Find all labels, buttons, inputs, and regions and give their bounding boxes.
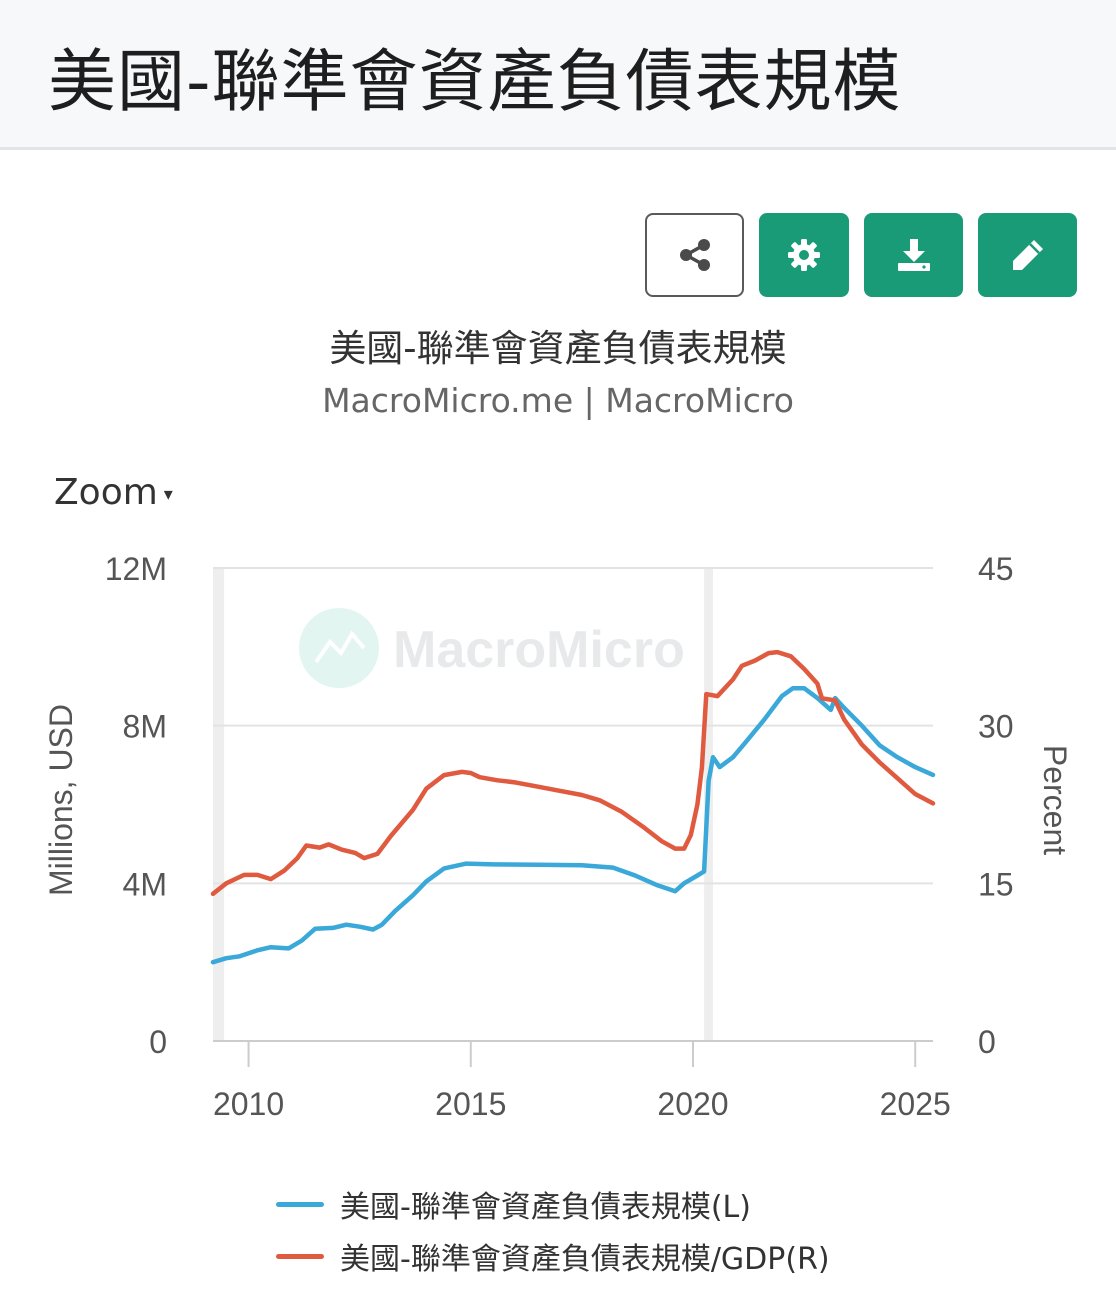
legend-label: 美國-聯準會資產負債表規模/GDP(R) bbox=[340, 1242, 830, 1277]
series-line-balance-sheet bbox=[210, 685, 936, 965]
y-right-tick-label: 30 bbox=[978, 709, 1014, 745]
page-header: 美國-聯準會資產負債表規模 bbox=[0, 0, 1116, 150]
y-left-tick-label: 8M bbox=[123, 709, 167, 745]
chart-title: 美國-聯準會資產負債表規模 bbox=[329, 327, 787, 370]
legend: 美國-聯準會資產負債表規模(L) 美國-聯準會資產負債表規模/GDP(R) bbox=[276, 1178, 830, 1282]
legend-item-fed-balance-sheet-gdp[interactable]: 美國-聯準會資產負債表規模/GDP(R) bbox=[276, 1230, 830, 1282]
shaded-band-0 bbox=[213, 568, 225, 1041]
legend-label: 美國-聯準會資產負債表規模(L) bbox=[340, 1190, 751, 1225]
download-button[interactable] bbox=[864, 213, 963, 297]
y-right-tick-label: 0 bbox=[978, 1024, 996, 1060]
legend-swatch-blue bbox=[276, 1201, 324, 1207]
y-axis-right-label: Percent bbox=[1037, 745, 1073, 855]
x-tick-label: 2025 bbox=[880, 1086, 951, 1122]
legend-swatch-red bbox=[276, 1253, 324, 1259]
page-title: 美國-聯準會資產負債表規模 bbox=[48, 43, 902, 122]
share-icon bbox=[679, 239, 710, 271]
y-right-tick-label: 45 bbox=[978, 551, 1014, 587]
x-tick-label: 2020 bbox=[657, 1086, 728, 1122]
gear-icon bbox=[788, 239, 820, 271]
zoom-dropdown[interactable]: Zoom ▾ bbox=[54, 472, 173, 513]
settings-button[interactable] bbox=[759, 213, 849, 297]
chart-plot: MacroMicro 0 0 4M 15 8M 30 12M 45 2010 2015 2020 20… bbox=[43, 551, 1073, 1122]
macromicro-logo-icon bbox=[299, 608, 379, 688]
zoom-label: Zoom bbox=[54, 472, 158, 513]
pencil-icon bbox=[1012, 240, 1043, 270]
series-line-balance-sheet-gdp bbox=[210, 649, 936, 897]
legend-item-fed-balance-sheet[interactable]: 美國-聯準會資產負債表規模(L) bbox=[276, 1178, 830, 1230]
y-axis-left-label: Millions, USD bbox=[43, 704, 79, 896]
x-tick-label: 2010 bbox=[213, 1086, 284, 1122]
chart-subtitle: MacroMicro.me | MacroMicro bbox=[322, 381, 794, 420]
chevron-down-icon: ▾ bbox=[163, 483, 173, 505]
download-icon bbox=[897, 239, 930, 271]
watermark-text: MacroMicro bbox=[393, 621, 685, 679]
y-left-tick-label: 4M bbox=[123, 866, 167, 902]
y-left-tick-label: 12M bbox=[105, 551, 167, 587]
edit-button[interactable] bbox=[978, 213, 1077, 297]
y-right-tick-label: 15 bbox=[978, 866, 1014, 902]
share-button[interactable] bbox=[645, 213, 744, 297]
watermark: MacroMicro bbox=[299, 608, 685, 688]
x-tick-label: 2015 bbox=[435, 1086, 506, 1122]
y-left-tick-label: 0 bbox=[149, 1024, 167, 1060]
